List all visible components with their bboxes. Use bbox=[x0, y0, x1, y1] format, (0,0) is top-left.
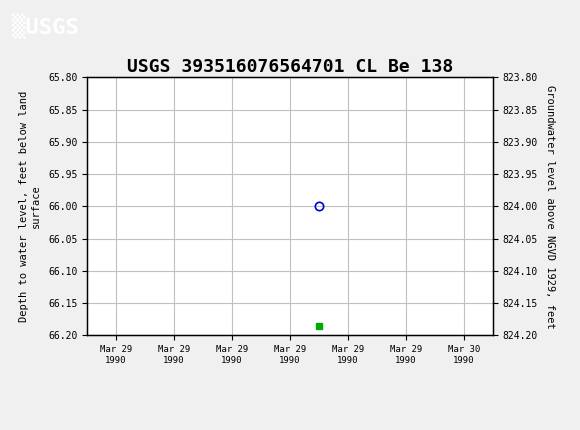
Y-axis label: Depth to water level, feet below land
surface: Depth to water level, feet below land su… bbox=[19, 91, 41, 322]
Y-axis label: Groundwater level above NGVD 1929, feet: Groundwater level above NGVD 1929, feet bbox=[545, 85, 555, 328]
Text: USGS 393516076564701 CL Be 138: USGS 393516076564701 CL Be 138 bbox=[127, 58, 453, 76]
Text: ▒USGS: ▒USGS bbox=[12, 13, 78, 39]
Legend: Period of approved data: Period of approved data bbox=[193, 427, 387, 430]
